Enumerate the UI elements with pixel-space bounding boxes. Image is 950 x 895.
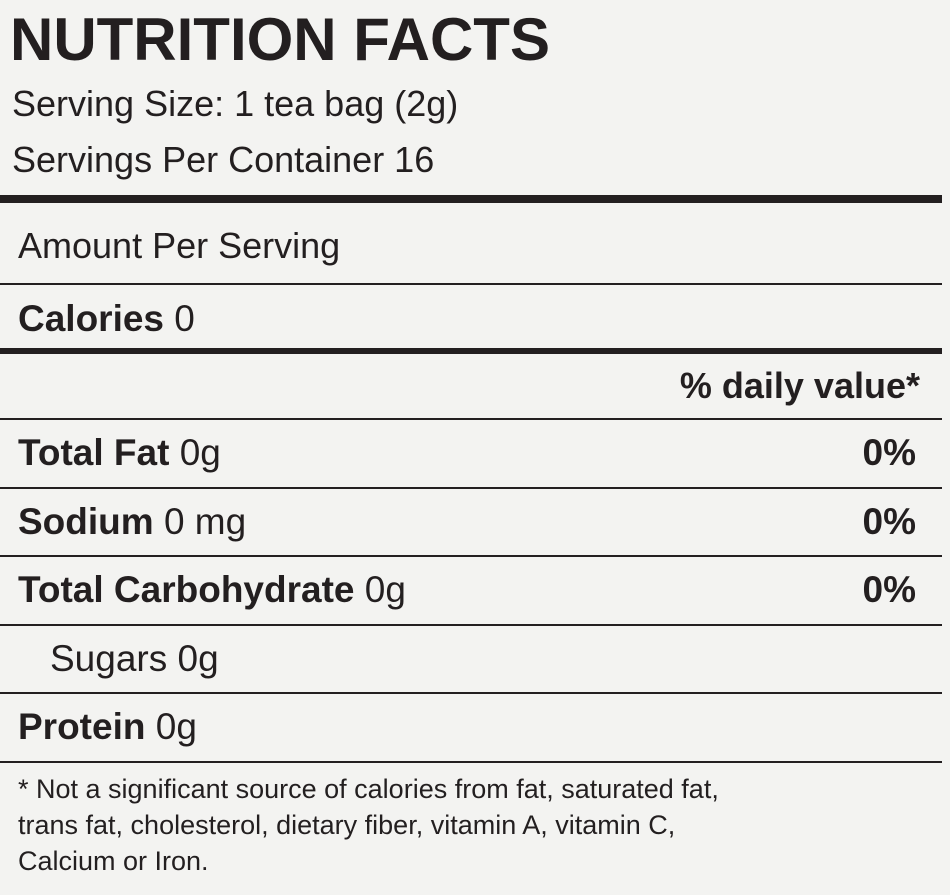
nutrient-row: Sodium 0 mg 0% (18, 487, 916, 555)
serving-size: Serving Size: 1 tea bag (2g) (12, 83, 459, 124)
daily-value: 0% (862, 500, 916, 542)
servings-per-container: Servings Per Container 16 (12, 139, 435, 180)
nutrient-row: Total Carbohydrate 0g 0% (18, 555, 916, 623)
nutrient-name: Total Fat (18, 432, 170, 473)
amount-per-serving: Amount Per Serving (18, 225, 341, 266)
nutrient-name: Sodium (18, 500, 154, 542)
thin-rule (0, 760, 942, 763)
nutrient: Total Fat 0g (18, 432, 221, 474)
nutrient-amount: 0 mg (163, 500, 247, 542)
nutrient-amount: 0g (364, 569, 406, 610)
nutrient: Protein 0g (18, 706, 197, 748)
nutrient-row: Protein 0g (18, 692, 916, 760)
nutrient: Total Carbohydrate 0g (18, 569, 406, 611)
thin-rule (0, 623, 942, 626)
thin-rule (0, 555, 942, 557)
thin-rule (0, 418, 942, 420)
nutrient-amount: 0g (155, 706, 197, 747)
calories-value: 0 (174, 298, 195, 339)
nutrient: Sodium 0 mg (18, 501, 246, 543)
calories-label: Calories (18, 298, 165, 339)
nutrient-name: Sugars (50, 637, 168, 679)
nutrient-name: Protein (18, 706, 146, 747)
title: NUTRITION FACTS (10, 6, 550, 73)
footnote-line: trans fat, cholesterol, dietary fiber, v… (18, 810, 676, 840)
nutrient-row: Total Fat 0g 0% (18, 418, 916, 486)
nutrient-row: Sugars 0g (18, 624, 916, 692)
daily-value: 0% (862, 569, 916, 610)
thin-rule (0, 486, 942, 489)
nutrient: Sugars 0g (50, 638, 219, 680)
footnote-line: * Not a significant source of calories f… (18, 774, 719, 804)
nutrient-name: Total Carbohydrate (18, 569, 355, 610)
thick-rule (0, 195, 942, 203)
medium-rule (0, 348, 942, 354)
daily-value: 0% (862, 432, 916, 473)
daily-value-header: % daily value* (679, 365, 920, 406)
calories: Calories 0 (18, 300, 195, 337)
footnote-line: Calcium or Iron. (18, 846, 209, 876)
nutrient-amount: 0g (179, 432, 221, 473)
nutrient-amount: 0g (177, 637, 219, 679)
thin-rule (0, 283, 942, 285)
thin-rule (0, 692, 942, 694)
